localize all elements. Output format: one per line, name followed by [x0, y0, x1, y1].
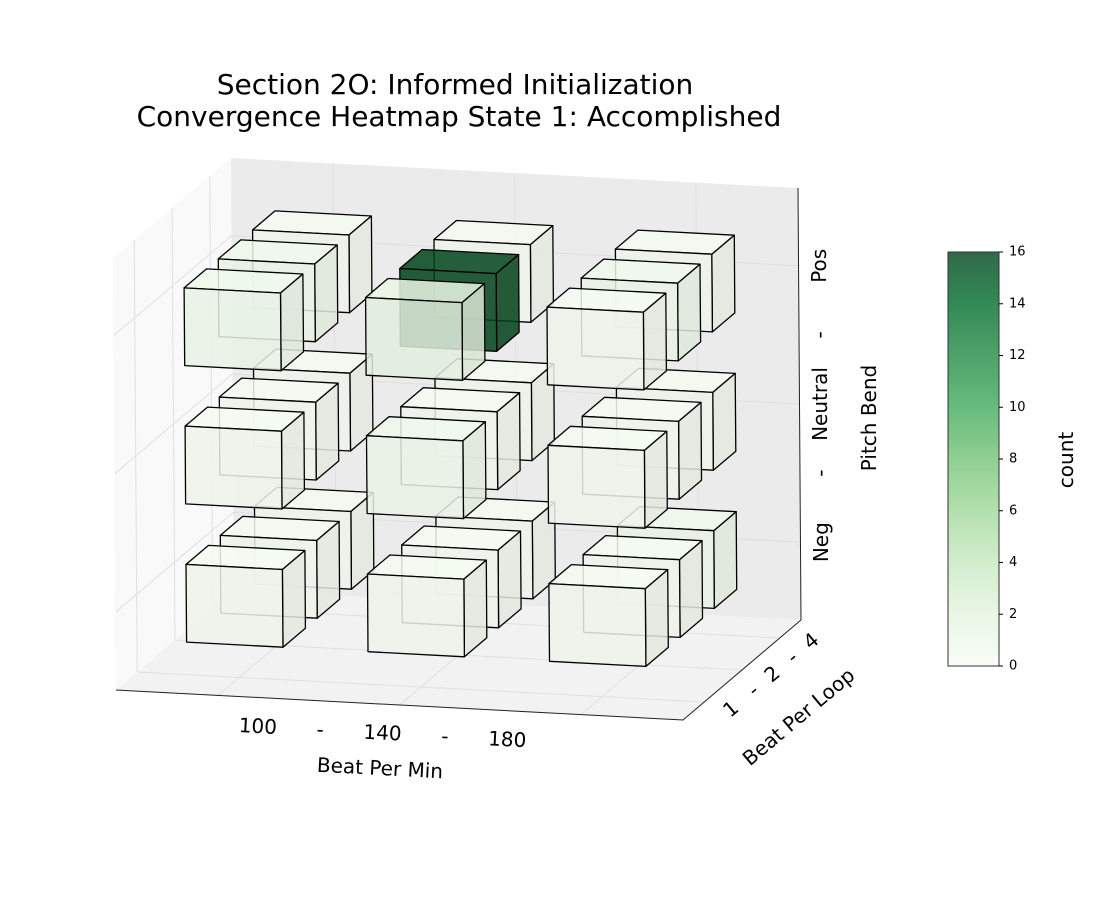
- voxel-cube: [365, 416, 487, 520]
- voxel-cube: [364, 277, 486, 381]
- colorbar-tick-label: 8: [1009, 452, 1017, 467]
- colorbar-tick-label: 4: [1009, 555, 1017, 570]
- voxel-cube: [547, 425, 668, 529]
- voxel-group: [183, 210, 738, 668]
- x-tick-label: -: [441, 724, 449, 748]
- z-tick-label: Pos: [807, 249, 831, 283]
- colorbar-tick-label: 14: [1009, 296, 1026, 311]
- voxel-cube: [183, 268, 305, 372]
- y-tick-label: -: [743, 678, 764, 701]
- x-tick-label: 100: [238, 713, 277, 739]
- z-tick-label: -: [809, 469, 833, 476]
- y-tick-label: 2: [759, 661, 784, 688]
- colorbar-ticks: 0 2 4 6 8 10 12 14 16: [999, 245, 1026, 674]
- z-tick-label: Neutral: [808, 367, 832, 441]
- voxel-cube: [546, 287, 668, 391]
- z-axis-line: [797, 187, 802, 621]
- x-axis-ticks: 100 - 140 - 180: [238, 713, 527, 752]
- y-gridline: [209, 175, 214, 609]
- colorbar-tick-label: 6: [1009, 503, 1017, 518]
- z-gridline: [114, 373, 800, 475]
- axis-line: [115, 619, 802, 721]
- voxel-front-face: [546, 306, 645, 391]
- y-tick-label: 4: [798, 628, 823, 655]
- colorbar: 0 2 4 6 8 10 12 14 16 count: [947, 245, 1078, 674]
- voxel-front-face: [183, 287, 282, 372]
- voxel-cube: [184, 406, 306, 510]
- y-tick-label: 1: [718, 696, 743, 723]
- colorbar-label: count: [1054, 432, 1078, 489]
- chart-title-line-2: Convergence Heatmap State 1: Accomplishe…: [137, 100, 782, 133]
- z-gridline: [113, 235, 799, 337]
- colorbar-tick-label: 10: [1009, 400, 1026, 415]
- voxel-front-face: [366, 573, 466, 658]
- z-gridline: [115, 511, 801, 613]
- voxel-front-face: [185, 563, 284, 648]
- y-axis-label: Beat Per Loop: [738, 663, 860, 771]
- x-tick-label: 140: [363, 720, 402, 746]
- x-axis-label: Beat Per Min: [316, 753, 443, 784]
- x-tick-label: 180: [488, 726, 527, 752]
- voxel-cube: [185, 544, 307, 648]
- voxel-cube: [366, 554, 488, 658]
- colorbar-tick-label: 16: [1009, 245, 1026, 260]
- colorbar-gradient: [947, 251, 1000, 667]
- z-tick-label: Neg: [809, 522, 833, 562]
- colorbar-tick-label: 12: [1009, 348, 1026, 363]
- x-tick-label: -: [316, 717, 324, 741]
- z-axis-ticks: Neg - Neutral - Pos: [807, 249, 833, 562]
- colorbar-tick-label: 0: [1009, 659, 1017, 674]
- voxel-front-face: [184, 425, 283, 510]
- voxel-cube: [548, 563, 669, 668]
- voxel-front-face: [364, 296, 464, 381]
- voxel-front-face: [548, 582, 647, 668]
- colorbar-tick-label: 2: [1009, 607, 1017, 622]
- y-tick-label: -: [782, 645, 803, 668]
- z-axis-label: Pitch Bend: [857, 365, 881, 471]
- voxel-front-face: [365, 435, 465, 520]
- z-tick-label: -: [808, 331, 832, 338]
- chart-title-line-1: Section 2O: Informed Initialization: [217, 68, 694, 101]
- voxel-front-face: [547, 444, 646, 529]
